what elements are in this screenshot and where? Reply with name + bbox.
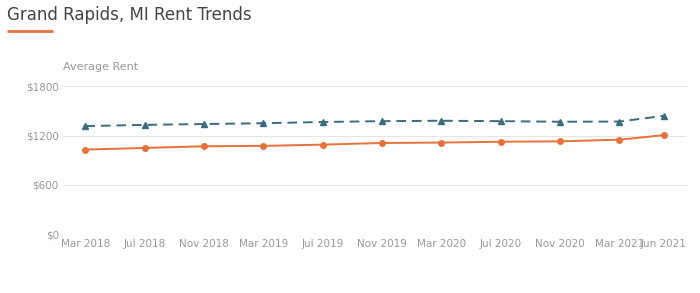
Text: Grand Rapids, MI Rent Trends: Grand Rapids, MI Rent Trends xyxy=(7,6,251,24)
Text: Average Rent: Average Rent xyxy=(63,62,138,72)
